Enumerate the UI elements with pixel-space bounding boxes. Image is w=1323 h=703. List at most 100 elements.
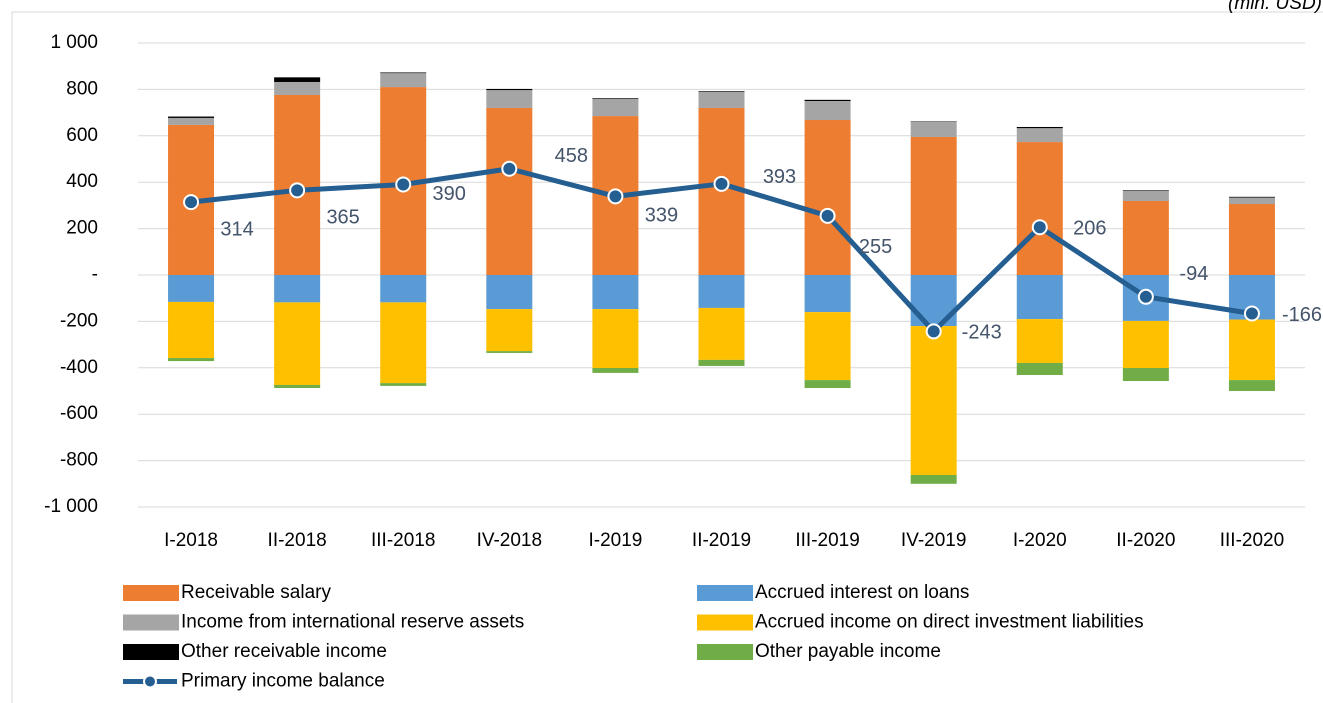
bar-segment <box>1016 142 1063 275</box>
data-label: -94 <box>1179 263 1208 285</box>
data-label: -243 <box>962 322 1002 344</box>
line-point <box>395 176 412 193</box>
bar-segment <box>698 91 745 92</box>
bar-segment <box>380 73 427 88</box>
bar-segment <box>168 301 215 359</box>
data-label: 365 <box>326 207 359 229</box>
bar-segment <box>380 383 427 386</box>
y-tick-label: - <box>92 264 98 285</box>
legend-swatch <box>697 585 753 601</box>
legend-label: Other payable income <box>755 641 941 662</box>
bar-segment <box>592 275 639 310</box>
bar-segment <box>1228 196 1275 198</box>
bar-segment <box>592 368 639 373</box>
x-tick-label: II-2020 <box>1116 530 1175 551</box>
legend-swatch <box>123 585 179 601</box>
legend-label: Accrued income on direct investment liab… <box>755 612 1144 633</box>
bar-segment <box>486 88 533 91</box>
bar-segment <box>168 358 215 362</box>
x-tick-label: II-2018 <box>268 530 327 551</box>
bar-segment <box>804 275 851 313</box>
y-tick-label: 1 000 <box>50 32 98 53</box>
bar-segment <box>592 309 639 369</box>
bar-segment <box>910 326 957 475</box>
line-point <box>607 188 624 205</box>
bar-segment <box>486 107 533 276</box>
data-label: 390 <box>433 183 466 205</box>
line-point <box>1137 288 1154 305</box>
bar-segment <box>486 275 533 310</box>
line-point <box>925 323 942 340</box>
bar-segment <box>698 359 745 366</box>
bar-segment <box>698 307 745 360</box>
bar-segment <box>1228 197 1275 205</box>
bar-segment <box>274 302 321 385</box>
legend-swatch <box>123 614 179 631</box>
data-label: -166 <box>1282 304 1322 326</box>
bar-segment <box>804 120 851 275</box>
chart-frame <box>11 11 1323 703</box>
legend-label: Other receivable income <box>181 641 387 662</box>
line-point <box>1243 305 1260 322</box>
x-tick-label: III-2018 <box>371 530 435 551</box>
y-tick-label: 400 <box>66 171 98 192</box>
bar-segment <box>698 275 745 308</box>
data-label: 255 <box>859 236 892 258</box>
line-point <box>1031 219 1048 236</box>
data-label: 458 <box>555 145 588 167</box>
bar-segment <box>486 309 533 352</box>
legend-label: Receivable salary <box>181 582 331 603</box>
bar-segment <box>168 117 215 125</box>
x-tick-label: II-2019 <box>692 530 751 551</box>
x-tick-label: I-2019 <box>588 530 642 551</box>
bar-segment <box>1016 275 1063 320</box>
bar-segment <box>274 77 321 82</box>
legend-label: Income from international reserve assets <box>181 612 524 633</box>
bar-segment <box>168 275 215 302</box>
bar-segment <box>804 101 851 121</box>
bar-segment <box>1228 319 1275 381</box>
y-tick-label: 800 <box>66 78 98 99</box>
unit-note: (mln. USD) <box>1228 0 1322 14</box>
line-point <box>819 207 836 224</box>
x-tick-label: III-2019 <box>795 530 859 551</box>
y-tick-label: 600 <box>66 125 98 146</box>
line-point <box>289 182 306 199</box>
bar-segment <box>380 72 427 74</box>
y-tick-label: -200 <box>60 310 98 331</box>
line-point <box>713 175 730 192</box>
bar-segment <box>1016 319 1063 363</box>
x-tick-label: I-2018 <box>164 530 218 551</box>
bar-segment <box>1122 200 1169 275</box>
bar-segment <box>910 121 957 137</box>
bar-segment <box>1122 368 1169 382</box>
x-tick-label: I-2020 <box>1013 530 1067 551</box>
bar-segment <box>1016 362 1063 375</box>
bar-segment <box>1228 380 1275 391</box>
legend-label: Accrued interest on loans <box>755 582 969 603</box>
bar-segment <box>486 351 533 353</box>
bar-segment <box>274 81 321 95</box>
bar-segment <box>698 91 745 108</box>
y-tick-label: -1 000 <box>44 496 98 517</box>
bar-segment <box>1016 128 1063 143</box>
y-tick-label: 200 <box>66 218 98 239</box>
data-label: 393 <box>763 166 796 188</box>
bar-segment <box>804 312 851 381</box>
y-tick-label: -600 <box>60 403 98 424</box>
legend-swatch <box>123 644 179 660</box>
legend-swatch <box>697 644 753 660</box>
data-label: 206 <box>1073 217 1106 239</box>
line-point <box>501 160 518 177</box>
y-tick-label: -400 <box>60 357 98 378</box>
line-point <box>183 194 200 211</box>
bar-segment <box>168 116 215 118</box>
x-tick-label: III-2020 <box>1220 530 1284 551</box>
bar-segment <box>592 98 639 99</box>
bar-segment <box>1122 320 1169 369</box>
bar-segment <box>804 380 851 388</box>
x-tick-label: IV-2018 <box>477 530 543 551</box>
bar-segment <box>380 302 427 384</box>
data-label: 314 <box>220 218 253 240</box>
